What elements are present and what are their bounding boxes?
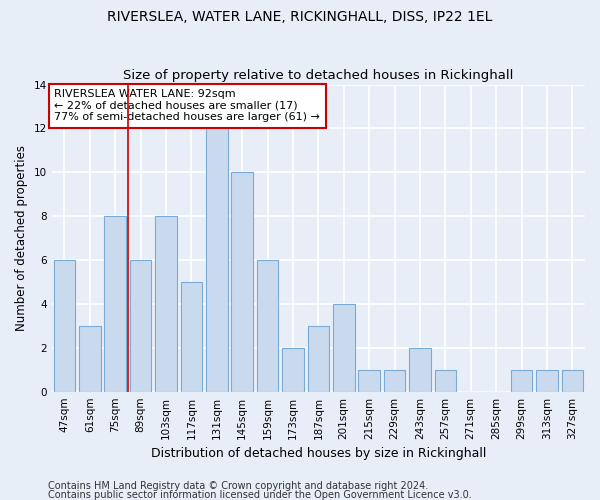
Text: RIVERSLEA, WATER LANE, RICKINGHALL, DISS, IP22 1EL: RIVERSLEA, WATER LANE, RICKINGHALL, DISS… [107, 10, 493, 24]
Bar [257, 260, 278, 392]
Bar [53, 260, 75, 392]
Bar [536, 370, 557, 392]
Bar [333, 304, 355, 392]
Bar [155, 216, 177, 392]
Bar [434, 370, 456, 392]
Bar [206, 128, 227, 392]
Bar [181, 282, 202, 392]
Text: RIVERSLEA WATER LANE: 92sqm
← 22% of detached houses are smaller (17)
77% of sem: RIVERSLEA WATER LANE: 92sqm ← 22% of det… [55, 89, 320, 122]
Bar [409, 348, 431, 392]
Bar [511, 370, 532, 392]
Bar [358, 370, 380, 392]
X-axis label: Distribution of detached houses by size in Rickinghall: Distribution of detached houses by size … [151, 447, 486, 460]
Text: Contains HM Land Registry data © Crown copyright and database right 2024.: Contains HM Land Registry data © Crown c… [48, 481, 428, 491]
Bar [384, 370, 406, 392]
Title: Size of property relative to detached houses in Rickinghall: Size of property relative to detached ho… [123, 69, 514, 82]
Text: Contains public sector information licensed under the Open Government Licence v3: Contains public sector information licen… [48, 490, 472, 500]
Y-axis label: Number of detached properties: Number of detached properties [15, 145, 28, 331]
Bar [104, 216, 126, 392]
Bar [130, 260, 151, 392]
Bar [308, 326, 329, 392]
Bar [562, 370, 583, 392]
Bar [282, 348, 304, 392]
Bar [232, 172, 253, 392]
Bar [79, 326, 101, 392]
